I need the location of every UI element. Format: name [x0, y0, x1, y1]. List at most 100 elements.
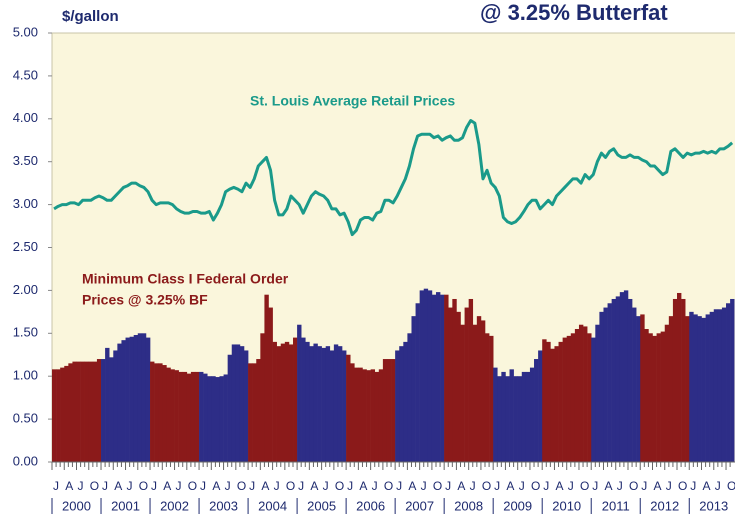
bar: [235, 344, 241, 462]
year-label: 2013: [699, 498, 728, 513]
bar: [456, 311, 461, 462]
x-tick-label: J: [176, 479, 182, 493]
bar: [174, 370, 179, 462]
x-tick-label: A: [310, 479, 318, 493]
bar: [243, 350, 249, 462]
bar: [399, 346, 404, 462]
bar: [636, 316, 641, 462]
bar: [170, 369, 175, 462]
bar: [615, 296, 621, 462]
bar: [280, 343, 286, 462]
bar: [640, 314, 645, 462]
bar: [713, 309, 719, 462]
bar: [525, 371, 531, 462]
bar: [619, 292, 625, 462]
chart-title: @ 3.25% Butterfat: [480, 0, 668, 25]
bar: [288, 344, 294, 462]
bar: [203, 373, 208, 462]
bar: [101, 359, 106, 462]
x-tick-label: A: [703, 479, 711, 493]
bar: [705, 314, 710, 462]
bar: [386, 359, 392, 462]
bar: [125, 337, 130, 462]
year-label: 2005: [307, 498, 336, 513]
bar: [485, 333, 490, 462]
bar: [362, 369, 367, 462]
bar: [664, 324, 670, 462]
bar: [464, 307, 469, 462]
bar: [668, 316, 674, 462]
x-tick-label: A: [114, 479, 122, 493]
bar: [219, 376, 224, 462]
bar: [730, 298, 735, 462]
bar: [293, 337, 298, 462]
bar: [566, 335, 572, 462]
bar: [554, 346, 559, 462]
bar: [435, 292, 441, 462]
x-tick-label: A: [261, 479, 269, 493]
bar: [534, 359, 539, 462]
x-tick-label: A: [408, 479, 416, 493]
x-tick-label: J: [470, 479, 476, 493]
bar: [448, 307, 453, 462]
x-tick-label: O: [139, 479, 148, 493]
y-tick-label: 4.00: [13, 110, 38, 125]
bar: [697, 316, 702, 462]
bar: [419, 290, 425, 462]
bar: [276, 346, 282, 462]
x-tick-label: J: [347, 479, 353, 493]
bar: [80, 361, 85, 462]
bar: [150, 361, 155, 462]
bar: [68, 363, 73, 462]
bar: [726, 303, 731, 462]
bar: [88, 361, 94, 462]
bar: [509, 369, 514, 462]
year-label: 2001: [111, 498, 140, 513]
bar: [501, 371, 506, 462]
bar: [648, 333, 653, 462]
bar: [444, 294, 449, 462]
bar: [117, 343, 122, 462]
x-tick-label: O: [188, 479, 197, 493]
bar: [223, 374, 228, 462]
annotation: Prices @ 3.25% BF: [82, 292, 208, 308]
bar: [301, 337, 306, 462]
bar: [121, 340, 126, 462]
bar: [199, 371, 204, 462]
x-tick-label: A: [359, 479, 367, 493]
year-label: 2002: [160, 498, 189, 513]
bar: [64, 365, 69, 462]
bar: [321, 347, 326, 462]
bar: [248, 363, 253, 462]
x-tick-label: A: [457, 479, 465, 493]
bar: [92, 361, 98, 462]
y-tick-label: 2.00: [13, 282, 38, 297]
bar: [427, 290, 433, 462]
x-tick-label: J: [421, 479, 427, 493]
x-tick-label: J: [592, 479, 598, 493]
bar: [113, 350, 118, 462]
bar: [709, 311, 715, 462]
bar: [574, 329, 580, 462]
y-tick-label: 0.50: [13, 411, 38, 426]
x-tick-label: O: [580, 479, 589, 493]
bar: [415, 303, 420, 462]
x-tick-label: J: [690, 479, 696, 493]
bar: [309, 346, 314, 462]
bar: [337, 346, 343, 462]
bar: [333, 344, 339, 462]
bar: [145, 337, 151, 462]
bar: [521, 371, 527, 462]
bar: [603, 307, 608, 462]
bar: [133, 335, 139, 462]
x-tick-label: O: [433, 479, 442, 493]
year-label: 2011: [602, 498, 630, 513]
bar: [558, 341, 563, 462]
y-tick-label: 3.50: [13, 153, 38, 168]
bar: [672, 298, 678, 462]
bar: [60, 367, 65, 462]
year-label: 2007: [405, 498, 434, 513]
bar: [411, 316, 416, 462]
x-tick-label: J: [102, 479, 108, 493]
bar: [652, 335, 657, 462]
